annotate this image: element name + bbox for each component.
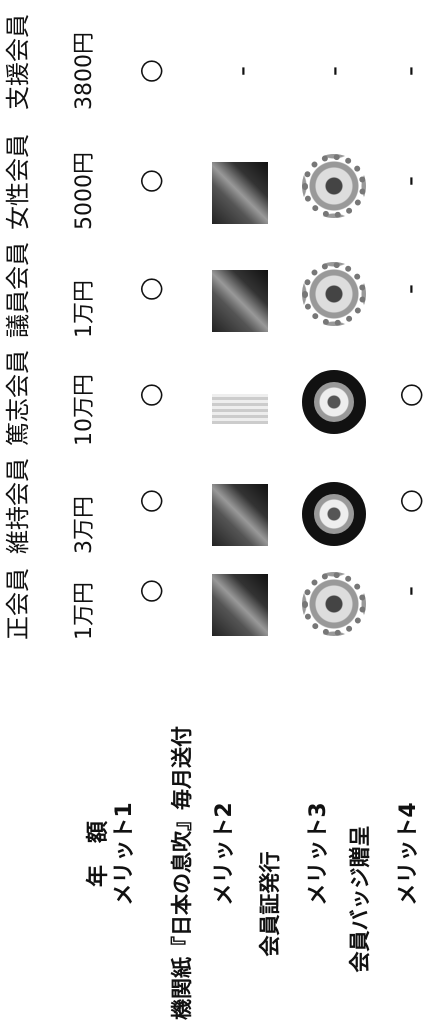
cell: ○: [133, 58, 166, 84]
member-card-image: [212, 270, 268, 332]
cell: 3万円: [72, 496, 97, 554]
column-header: 支援会員: [4, 14, 32, 110]
cell: ○: [133, 382, 166, 408]
column-header: 正会員: [4, 568, 32, 640]
badge-image: [302, 370, 366, 434]
column-header: 維持会員: [4, 458, 32, 554]
member-card-image: [212, 394, 268, 424]
cell: -: [393, 283, 426, 295]
row-description: 会員証発行: [258, 851, 282, 957]
cell: ○: [133, 168, 166, 194]
cell: 10万円: [72, 374, 97, 446]
column-header: 篤志会員: [4, 350, 32, 446]
cell: ○: [133, 276, 166, 302]
cell: -: [317, 65, 350, 77]
row-label: メリット2: [212, 802, 237, 906]
badge-image: [302, 482, 366, 546]
member-card-image: [212, 574, 268, 636]
member-card-image: [212, 162, 268, 224]
row-label: メリット1: [112, 802, 137, 906]
cell: -: [225, 65, 258, 77]
row-label: 年 額: [86, 821, 111, 888]
row-description: 会員バッジ贈呈: [348, 825, 372, 973]
badge-image: [302, 154, 366, 218]
cell: 3800円: [72, 32, 97, 110]
cell: 1万円: [72, 280, 97, 338]
badge-image: [302, 572, 366, 636]
cell: ○: [393, 382, 426, 408]
cell: ○: [133, 488, 166, 514]
cell: -: [393, 65, 426, 77]
row-label: メリット4: [396, 802, 421, 906]
row-description: 機関紙『日本の息吹』毎月送付: [170, 726, 194, 1020]
cell: 1万円: [72, 582, 97, 640]
cell: 5000円: [72, 152, 97, 230]
member-card-image: [212, 484, 268, 546]
row-label: メリット3: [306, 802, 331, 906]
cell: ○: [133, 578, 166, 604]
column-header: 議員会員: [4, 242, 32, 338]
cell: ○: [393, 488, 426, 514]
cell: -: [393, 585, 426, 597]
column-header: 女性会員: [4, 134, 32, 230]
badge-image: [302, 262, 366, 326]
cell: -: [393, 175, 426, 187]
